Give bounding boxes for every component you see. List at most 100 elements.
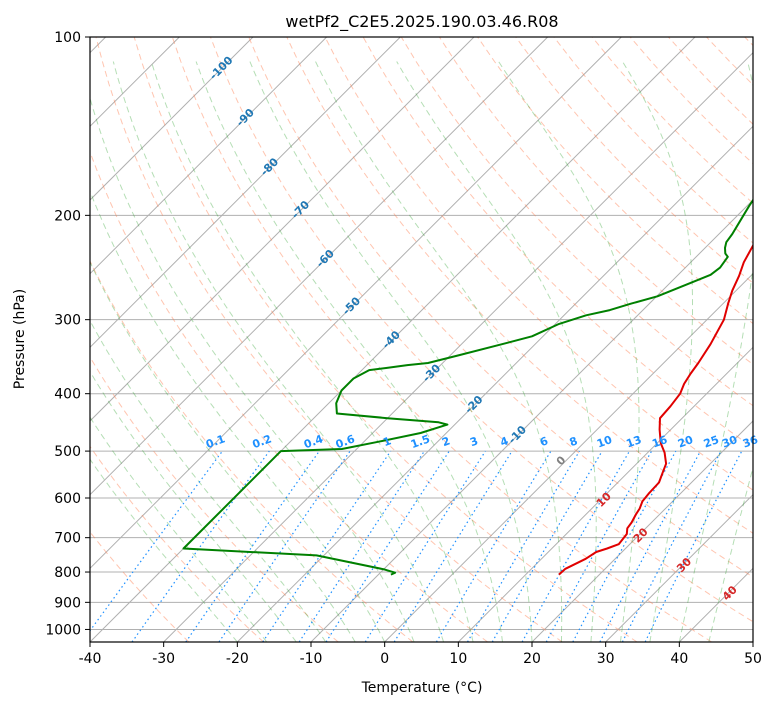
isotherm-line [90, 37, 475, 422]
mixing-ratio-label: 6 [538, 434, 550, 449]
y-tick-label: 900 [54, 595, 81, 611]
x-tick-label: -40 [79, 651, 102, 667]
dry-adiabat-line [324, 37, 753, 491]
moist-adiabat-line [678, 61, 753, 642]
dry-adiabat-line [95, 37, 563, 642]
dry-adiabat-line [591, 37, 753, 204]
moist-adiabat-line [622, 61, 693, 642]
moist-adiabat-line [195, 61, 503, 642]
mixing-ratio-label: 1.5 [409, 432, 432, 451]
dry-adiabat-line [90, 259, 414, 642]
annotation-layer: -100-90-80-70-60-50-40-30-20-100.1 0.2 0.4… [204, 54, 760, 604]
isotherm-line [236, 125, 753, 642]
moist-adiabat-line [112, 61, 445, 642]
mixing-ratio-label: 0.2 [251, 432, 274, 451]
isotherm-line [605, 493, 753, 642]
mixing-ratio-line [298, 450, 425, 642]
mixing-ratio-line [466, 450, 580, 642]
mixing-ratio-line [131, 450, 270, 642]
moist-adiabat-line [90, 96, 415, 642]
moist-adiabat-line [90, 458, 238, 642]
moist-adiabat-line [708, 465, 753, 642]
mixing-ratio-line [599, 450, 702, 642]
x-tick-label: -20 [226, 651, 249, 667]
mixing-ratio-label: 13 [625, 433, 644, 450]
moist-adiabat-line [90, 319, 327, 642]
moist-adiabat-line [90, 370, 297, 642]
isotherm-label: -40 [380, 328, 403, 351]
isotherm-label: -20 [462, 393, 485, 416]
mixing-ratio-line [218, 450, 351, 642]
isotherm-line [384, 272, 753, 642]
x-tick-label: 20 [523, 651, 541, 667]
x-axis-label: Temperature (°C) [361, 680, 483, 696]
isotherm-line [90, 37, 549, 496]
mixing-ratio-line [572, 450, 677, 642]
isotherm-line [752, 641, 753, 642]
y-tick-label: 400 [54, 387, 81, 403]
dry-adiabat-line [90, 531, 190, 642]
y-tick-label: 100 [54, 30, 81, 46]
mixing-ratio-label: 1 [381, 434, 393, 449]
y-tick-label: 700 [54, 531, 81, 547]
dry-adiabat-line [90, 445, 264, 642]
y-tick-label: 1000 [45, 622, 81, 638]
isotherm-line [163, 51, 753, 642]
moist-adiabat-label: 40 [720, 583, 740, 603]
moist-adiabat-line [498, 61, 640, 642]
dry-adiabat-line [706, 37, 753, 86]
dry-adiabat-line [286, 37, 753, 534]
dry-adiabat-line [515, 37, 753, 284]
mixing-ratio-label: 16 [650, 433, 669, 451]
moist-adiabat-label: 10 [594, 490, 614, 510]
isotherm-line [310, 199, 753, 642]
moist-adiabat-line [249, 61, 533, 642]
moist-adiabat-line [90, 189, 386, 642]
y-axis-label: Pressure (hPa) [12, 289, 28, 389]
y-tick-label: 500 [54, 444, 81, 460]
mixing-ratio-label: 8 [568, 434, 580, 449]
dry-adiabat-line [438, 37, 753, 366]
x-tick-label: 40 [670, 651, 688, 667]
mixing-ratio-label: 0.6 [334, 432, 357, 451]
mixing-ratio-label: 30 [720, 433, 739, 451]
moist-adiabat-line [90, 416, 268, 642]
dry-adiabat-line [668, 37, 753, 125]
temperature-profile [558, 243, 753, 576]
mixing-ratio-label: 25 [702, 433, 721, 450]
x-tick-label: 50 [744, 651, 762, 667]
dry-adiabat-line [90, 150, 488, 642]
mixing-ratio-label: 0.1 [204, 432, 227, 451]
y-tick-label: 800 [54, 565, 81, 581]
x-tick-label: -30 [152, 651, 175, 667]
dry-adiabat-line [744, 37, 753, 47]
moist-adiabat-line [315, 61, 563, 642]
moist-adiabat-line [396, 61, 597, 642]
mixing-ratio-label: 36 [741, 433, 760, 451]
mixing-ratio-label: 2 [440, 434, 452, 449]
x-axis: -40 -30 -20 -10 0 10 20 30 40 50 [79, 642, 762, 667]
isotherm-line [90, 37, 401, 349]
isotherm-line [90, 37, 622, 570]
x-tick-label: 30 [597, 651, 615, 667]
x-tick-label: -10 [300, 651, 323, 667]
isotherm-line [457, 346, 753, 642]
dry-adiabat-line [171, 37, 712, 642]
isotherm-label: -80 [258, 155, 281, 178]
dry-adiabat-line [133, 37, 638, 642]
isotherm-line [90, 37, 328, 275]
dry-adiabat-line [248, 37, 753, 578]
y-tick-label: 200 [54, 208, 81, 224]
moist-adiabat-line [150, 61, 474, 642]
plot-frame [89, 36, 754, 643]
mixing-ratio-line [364, 450, 486, 642]
dewpoint-profile [182, 198, 753, 576]
mixing-ratio-label: 0.4 [302, 432, 325, 451]
series-layer [182, 198, 753, 576]
x-tick-label: 10 [449, 651, 467, 667]
y-tick-label: 600 [54, 491, 81, 507]
mixing-ratio-line [393, 450, 513, 642]
mixing-ratio-line [185, 450, 320, 642]
isotherm-line [90, 37, 254, 201]
